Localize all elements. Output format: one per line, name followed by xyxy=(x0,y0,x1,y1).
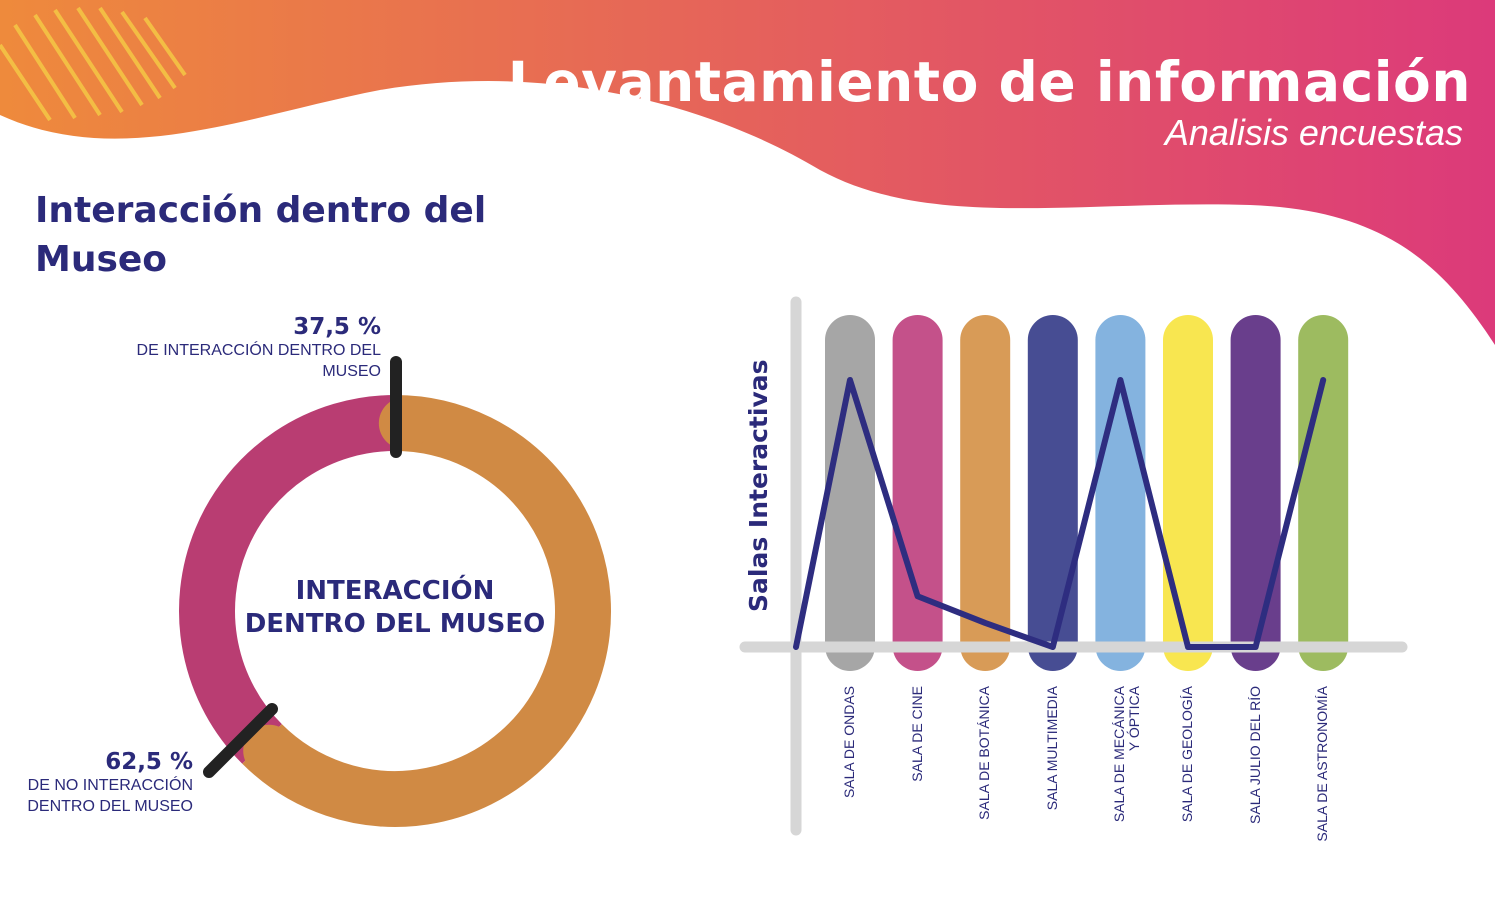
slice-cap xyxy=(378,397,431,450)
x-tick-label: SALA DE ASTRONOMÍA xyxy=(1314,686,1331,842)
data-point xyxy=(1187,646,1189,648)
category-bar xyxy=(1095,315,1146,671)
category-bar xyxy=(1230,315,1281,671)
page-title: Levantamiento de información xyxy=(507,50,1471,114)
x-tick-label: SALA MULTIMEDIA xyxy=(1043,686,1060,811)
y-axis-label: Salas Interactivas xyxy=(744,359,773,613)
page-subtitle: Analisis encuestas xyxy=(1164,112,1463,153)
category-bar xyxy=(960,315,1011,671)
slice-text: DE NO INTERACCIÓN DENTRO DEL MUSEO xyxy=(27,777,193,815)
donut-slice-no-interaction xyxy=(242,395,611,827)
category-bar xyxy=(825,315,875,671)
section-title: Interacción dentro del Museo xyxy=(35,190,487,280)
data-point xyxy=(1322,379,1324,381)
data-point xyxy=(849,379,851,381)
x-tick-label: SALA DE MECÁNICA Y ÓPTICA xyxy=(1111,686,1143,823)
slice-percent: 37,5 % xyxy=(293,314,381,340)
x-tick-label: SALA DE CINE xyxy=(908,686,925,782)
category-bar xyxy=(892,315,943,671)
slice-marker-no-interaction xyxy=(203,703,278,778)
x-tick-label: SALA DE GEOLOGÍA xyxy=(1179,686,1195,823)
data-point xyxy=(1119,379,1121,381)
slice-percent: 62,5 % xyxy=(105,749,193,775)
stripes-decoration xyxy=(0,6,187,122)
category-bar xyxy=(1163,315,1213,671)
slice-label-no-interaction: 62,5 % DE NO INTERACCIÓN DENTRO DEL MUSE… xyxy=(3,749,193,817)
data-point xyxy=(1052,646,1054,648)
slice-cap xyxy=(243,724,296,777)
data-point xyxy=(984,622,986,624)
donut-chart xyxy=(179,356,611,827)
donut-center-label: INTERACCIÓN DENTRO DEL MUSEO xyxy=(244,576,546,639)
category-bar xyxy=(1027,315,1078,671)
data-point xyxy=(1255,646,1257,648)
x-tick-label: SALA JULIO DEL RÍO xyxy=(1246,686,1263,824)
slice-text: DE INTERACCIÓN DENTRO DEL MUSEO xyxy=(136,342,381,380)
slice-label-interaction: 37,5 % DE INTERACCIÓN DENTRO DEL MUSEO xyxy=(121,314,381,382)
x-tick-label: SALA DE BOTÁNICA xyxy=(976,686,993,820)
x-tick-label: SALA DE ONDAS xyxy=(841,686,857,799)
category-bar xyxy=(1298,315,1349,671)
line-chart xyxy=(739,296,1408,836)
data-point xyxy=(917,595,919,597)
donut-slice-interaction xyxy=(179,395,396,764)
